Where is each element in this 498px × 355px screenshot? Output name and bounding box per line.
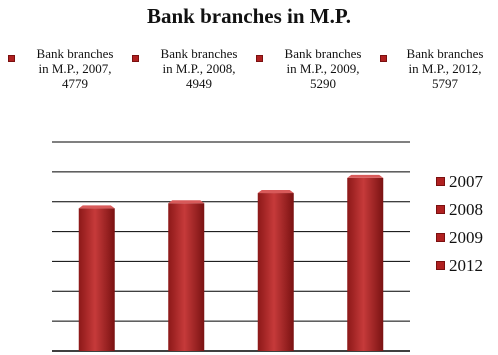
data-label-marker: [256, 55, 263, 62]
legend-item-2012: 2012: [436, 256, 498, 284]
bar-2007: [78, 205, 115, 351]
legend-label: 2009: [449, 228, 483, 247]
legend-swatch: [436, 233, 445, 242]
data-label-2012: Bank branches in M.P., 2012, 5797: [380, 46, 498, 91]
bar-2009: [257, 190, 294, 351]
bar-2012: [347, 174, 384, 351]
bar-body: [78, 208, 115, 351]
legend-swatch: [436, 261, 445, 270]
legend-swatch: [436, 177, 445, 186]
data-label-2008: Bank branches in M.P., 2008, 4949: [132, 46, 254, 91]
data-label-value: 4779: [62, 76, 88, 91]
bar-top: [78, 205, 115, 209]
data-label-line: Bank branches: [284, 46, 362, 61]
data-label-marker: [132, 55, 139, 62]
data-label-legend: Bank branches in M.P., 2007, 4779 Bank b…: [8, 46, 498, 110]
legend-swatch: [436, 205, 445, 214]
data-label-line: in M.P., 2009,: [286, 61, 360, 76]
bar-body: [257, 193, 294, 351]
bar-top: [347, 174, 384, 178]
bar-body: [347, 177, 384, 351]
legend-item-2008: 2008: [436, 200, 498, 228]
data-label-line: Bank branches: [36, 46, 114, 61]
legend-item-2007: 2007: [436, 172, 498, 200]
legend-item-2009: 2009: [436, 228, 498, 256]
data-label-value: 5797: [432, 76, 458, 91]
year-legend: 2007 2008 2009 2012: [436, 172, 498, 284]
data-label-value: 5290: [310, 76, 336, 91]
data-label-line: in M.P., 2012,: [408, 61, 482, 76]
data-label-line: in M.P., 2007,: [38, 61, 112, 76]
data-label-line: in M.P., 2008,: [162, 61, 236, 76]
legend-label: 2012: [449, 256, 483, 275]
bar-top: [168, 200, 205, 204]
data-label-marker: [380, 55, 387, 62]
data-label-2007: Bank branches in M.P., 2007, 4779: [8, 46, 130, 91]
legend-label: 2007: [449, 172, 483, 191]
data-label-2009: Bank branches in M.P., 2009, 5290: [256, 46, 378, 91]
data-label-line: Bank branches: [406, 46, 484, 61]
legend-label: 2008: [449, 200, 483, 219]
bar-top: [257, 190, 294, 194]
data-label-marker: [8, 55, 15, 62]
chart-title: Bank branches in M.P.: [146, 4, 352, 28]
data-label-value: 4949: [186, 76, 212, 91]
bar-body: [168, 203, 205, 351]
data-label-line: Bank branches: [160, 46, 238, 61]
bar-2008: [168, 200, 205, 351]
